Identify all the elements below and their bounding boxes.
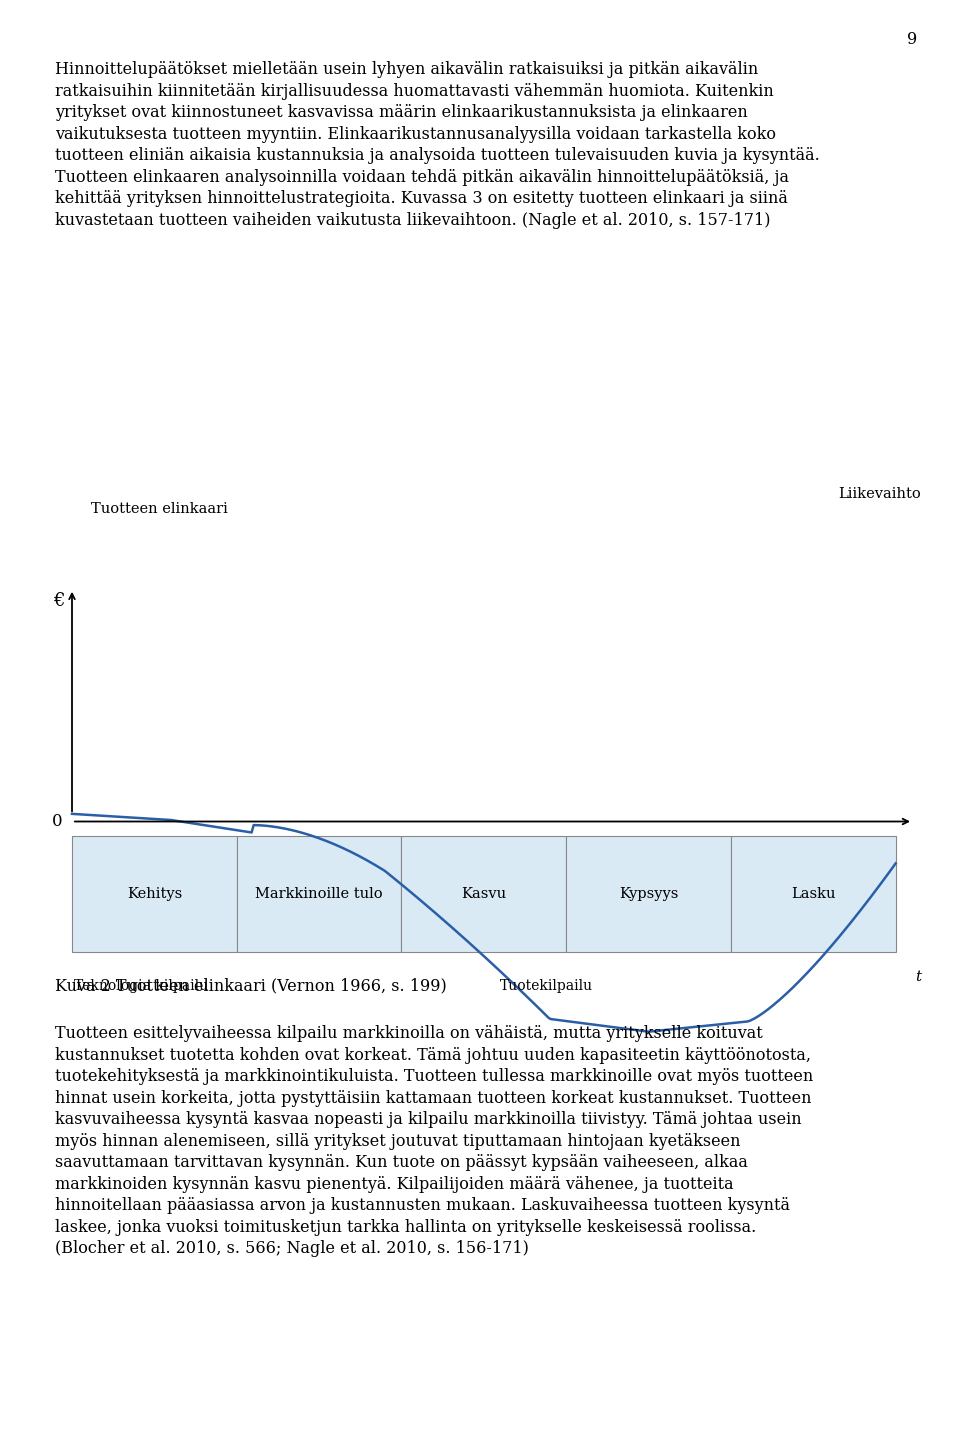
Text: yritykset ovat kiinnostuneet kasvavissa määrin elinkaarikustannuksista ja elinka: yritykset ovat kiinnostuneet kasvavissa … [55, 105, 748, 121]
Text: kasvuvaiheessa kysyntä kasvaa nopeasti ja kilpailu markkinoilla tiivistyy. Tämä : kasvuvaiheessa kysyntä kasvaa nopeasti j… [55, 1111, 802, 1128]
Text: hinnat usein korkeita, jotta pystyttäisiin kattamaan tuotteen korkeat kustannuks: hinnat usein korkeita, jotta pystyttäisi… [55, 1089, 811, 1106]
Text: laskee, jonka vuoksi toimitusketjun tarkka hallinta on yritykselle keskeisessä r: laskee, jonka vuoksi toimitusketjun tark… [55, 1218, 756, 1236]
Text: Kasvu: Kasvu [461, 887, 507, 901]
Text: kuvastetaan tuotteen vaiheiden vaikutusta liikevaihtoon. (Nagle et al. 2010, s. : kuvastetaan tuotteen vaiheiden vaikutust… [55, 212, 770, 228]
Text: ratkaisuihin kiinnitetään kirjallisuudessa huomattavasti vähemmän huomiota. Kuit: ratkaisuihin kiinnitetään kirjallisuudes… [55, 83, 774, 99]
Text: Tuotteen elinkaari: Tuotteen elinkaari [91, 502, 228, 516]
Text: Liikevaihto: Liikevaihto [838, 487, 921, 502]
Text: Hinnoittelupäätökset mielletään usein lyhyen aikavälin ratkaisuiksi ja pitkän ai: Hinnoittelupäätökset mielletään usein ly… [55, 61, 758, 79]
Text: 0: 0 [52, 813, 62, 830]
Text: Kypsyys: Kypsyys [619, 887, 679, 901]
Bar [566, 836, 731, 952]
Text: Markkinoille tulo: Markkinoille tulo [255, 887, 383, 901]
Text: Lasku: Lasku [791, 887, 835, 901]
Text: tuotekehityksestä ja markkinointikuluista. Tuotteen tullessa markkinoille ovat m: tuotekehityksestä ja markkinointikuluist… [55, 1069, 813, 1085]
Text: kustannukset tuotetta kohden ovat korkeat. Tämä johtuu uuden kapasiteetin käyttö: kustannukset tuotetta kohden ovat korkea… [55, 1047, 810, 1063]
Text: vaikutuksesta tuotteen myyntiin. Elinkaarikustannusanalyysilla voidaan tarkastel: vaikutuksesta tuotteen myyntiin. Elinkaa… [55, 125, 776, 142]
Bar [237, 836, 401, 952]
Text: markkinoiden kysynnän kasvu pienentyä. Kilpailijoiden määrä vähenee, ja tuotteit: markkinoiden kysynnän kasvu pienentyä. K… [55, 1176, 733, 1192]
Text: kehittää yrityksen hinnoittelustrategioita. Kuvassa 3 on esitetty tuotteen elink: kehittää yrityksen hinnoittelustrategioi… [55, 190, 787, 206]
Text: t: t [915, 970, 921, 984]
Bar [72, 836, 237, 952]
Text: saavuttamaan tarvittavan kysynnän. Kun tuote on päässyt kypsään vaiheeseen, alka: saavuttamaan tarvittavan kysynnän. Kun t… [55, 1154, 748, 1170]
Text: myös hinnan alenemiseen, sillä yritykset joutuvat tiputtamaan hintojaan kyetäkse: myös hinnan alenemiseen, sillä yritykset… [55, 1133, 740, 1150]
Text: tuotteen eliniän aikaisia kustannuksia ja analysoida tuotteen tulevaisuuden kuvi: tuotteen eliniän aikaisia kustannuksia j… [55, 147, 820, 164]
Text: Kehitys: Kehitys [127, 887, 182, 901]
Text: 9: 9 [906, 31, 917, 48]
Text: Tuotteen esittelyvaiheessa kilpailu markkinoilla on vähäistä, mutta yritykselle : Tuotteen esittelyvaiheessa kilpailu mark… [55, 1025, 762, 1043]
Text: €: € [53, 592, 64, 609]
Text: Kuva 2 Tuotteen elinkaari (Vernon 1966, s. 199): Kuva 2 Tuotteen elinkaari (Vernon 1966, … [55, 977, 446, 995]
Bar [401, 836, 566, 952]
Text: (Blocher et al. 2010, s. 566; Nagle et al. 2010, s. 156-171): (Blocher et al. 2010, s. 566; Nagle et a… [55, 1240, 529, 1258]
Bar [731, 836, 896, 952]
Text: Tuotekilpailu: Tuotekilpailu [500, 979, 593, 993]
Text: hinnoitellaan pääasiassa arvon ja kustannusten mukaan. Laskuvaiheessa tuotteen k: hinnoitellaan pääasiassa arvon ja kustan… [55, 1197, 790, 1214]
Text: Teknologia kilpailu: Teknologia kilpailu [74, 979, 208, 993]
Text: Tuotteen elinkaaren analysoinnilla voidaan tehdä pitkän aikavälin hinnoittelupää: Tuotteen elinkaaren analysoinnilla voida… [55, 169, 789, 186]
